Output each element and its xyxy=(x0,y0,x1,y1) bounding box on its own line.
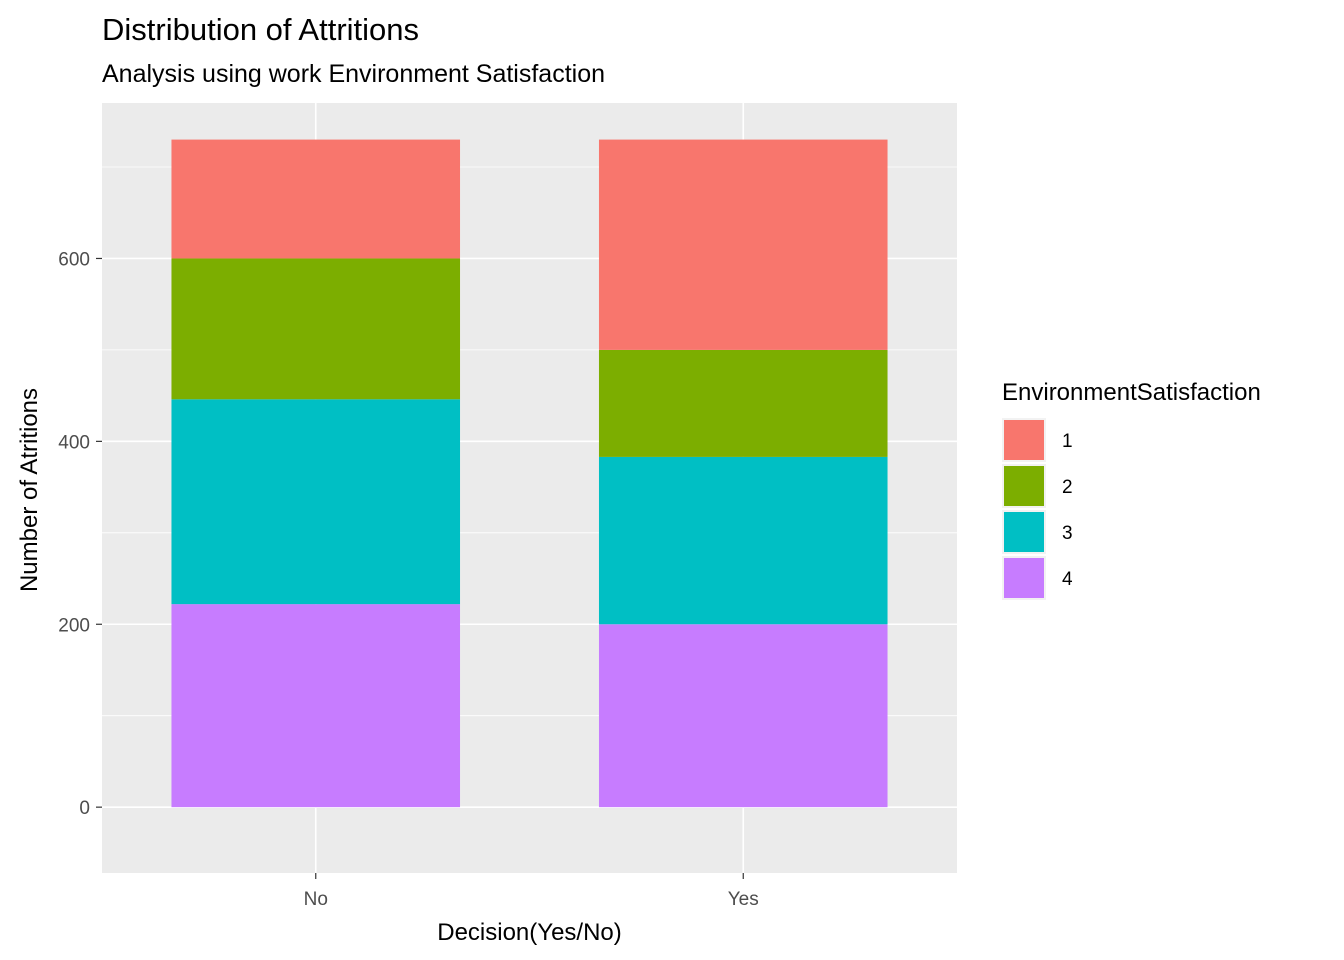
y-tick-label: 600 xyxy=(58,249,90,270)
x-axis-title: Decision(Yes/No) xyxy=(437,919,622,946)
legend-label-1: 1 xyxy=(1062,431,1073,452)
bar-segment-yes-1 xyxy=(598,139,888,350)
legend-label-3: 3 xyxy=(1062,523,1073,544)
bar-segment-no-3 xyxy=(171,399,461,605)
y-tick-label: 400 xyxy=(58,432,90,453)
legend-label-2: 2 xyxy=(1062,477,1073,498)
bar-segment-no-2 xyxy=(171,258,461,400)
legend-label-4: 4 xyxy=(1062,569,1073,590)
bar-segment-no-4 xyxy=(171,604,461,808)
legend-title: EnvironmentSatisfaction xyxy=(1002,379,1261,406)
bar-segment-yes-3 xyxy=(598,456,888,625)
legend-swatch-3 xyxy=(1004,512,1044,552)
bar-segment-yes-4 xyxy=(598,624,888,808)
y-tick-label: 0 xyxy=(79,798,90,819)
chart-title: Distribution of Attritions xyxy=(102,12,420,47)
legend-swatch-4 xyxy=(1004,558,1044,598)
bar-segment-no-1 xyxy=(171,139,461,259)
x-tick-label: Yes xyxy=(728,889,759,910)
chart-subtitle: Analysis using work Environment Satisfac… xyxy=(102,60,606,88)
bar-segment-yes-2 xyxy=(598,349,888,457)
legend-swatch-2 xyxy=(1004,466,1044,506)
y-axis-title: Number of Atritions xyxy=(16,388,43,592)
y-tick-label: 200 xyxy=(58,615,90,636)
legend-swatch-1 xyxy=(1004,420,1044,460)
x-tick-label: No xyxy=(304,889,328,910)
